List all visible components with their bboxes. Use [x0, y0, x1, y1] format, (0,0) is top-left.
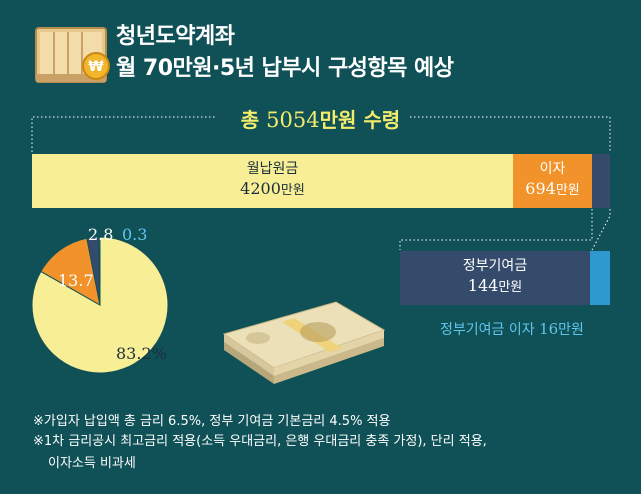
pie-label-13-7: 13.7 [58, 271, 94, 290]
principal-value: 4200만원 [240, 179, 305, 198]
money-stack-icon [222, 301, 386, 384]
bar-segment-principal: 월납원금 4200만원 [32, 154, 513, 208]
pie-label-0-3: 0.3 [122, 225, 148, 244]
gov-label: 정부기여금 [462, 258, 528, 274]
gov-interest-note: 정부기여금 이자 16만원 [440, 320, 584, 338]
total-amount: 총 5054만원 수령 [240, 108, 401, 132]
svg-text:₩: ₩ [88, 59, 104, 75]
page-subtitle: 월 70만원·5년 납부시 구성항목 예상 [116, 56, 454, 81]
bar-segment-gov [592, 154, 610, 208]
footnote-2: ※1차 금리공시 최고금리 적용(소득 우대금리, 은행 우대금리 충족 가정)… [33, 434, 487, 449]
pie-chart [31, 236, 169, 374]
money-box-icon: ₩ [35, 27, 110, 83]
interest-label: 이자 [539, 161, 566, 177]
pie-slice-1 [40, 237, 101, 306]
page-title: 청년도약계좌 [116, 24, 235, 49]
pie-label-83-2: 83.2% [116, 344, 167, 363]
pie-label-2-8: 2.8 [88, 225, 114, 244]
gov-value: 144만원 [467, 276, 523, 295]
gov-detail-bar: 정부기여금 144만원 [400, 251, 590, 305]
bar-segment-interest: 이자 694만원 [513, 154, 592, 208]
footnote-1: ※가입자 납입액 총 금리 6.5%, 정부 기여금 기본금리 4.5% 적용 [33, 414, 391, 429]
interest-value: 694만원 [525, 179, 580, 198]
gov-interest-bar [590, 251, 610, 305]
footnote-3: 이자소득 비과세 [48, 456, 136, 471]
principal-label: 월납원금 [246, 161, 299, 177]
pie-slice-3 [98, 236, 101, 306]
